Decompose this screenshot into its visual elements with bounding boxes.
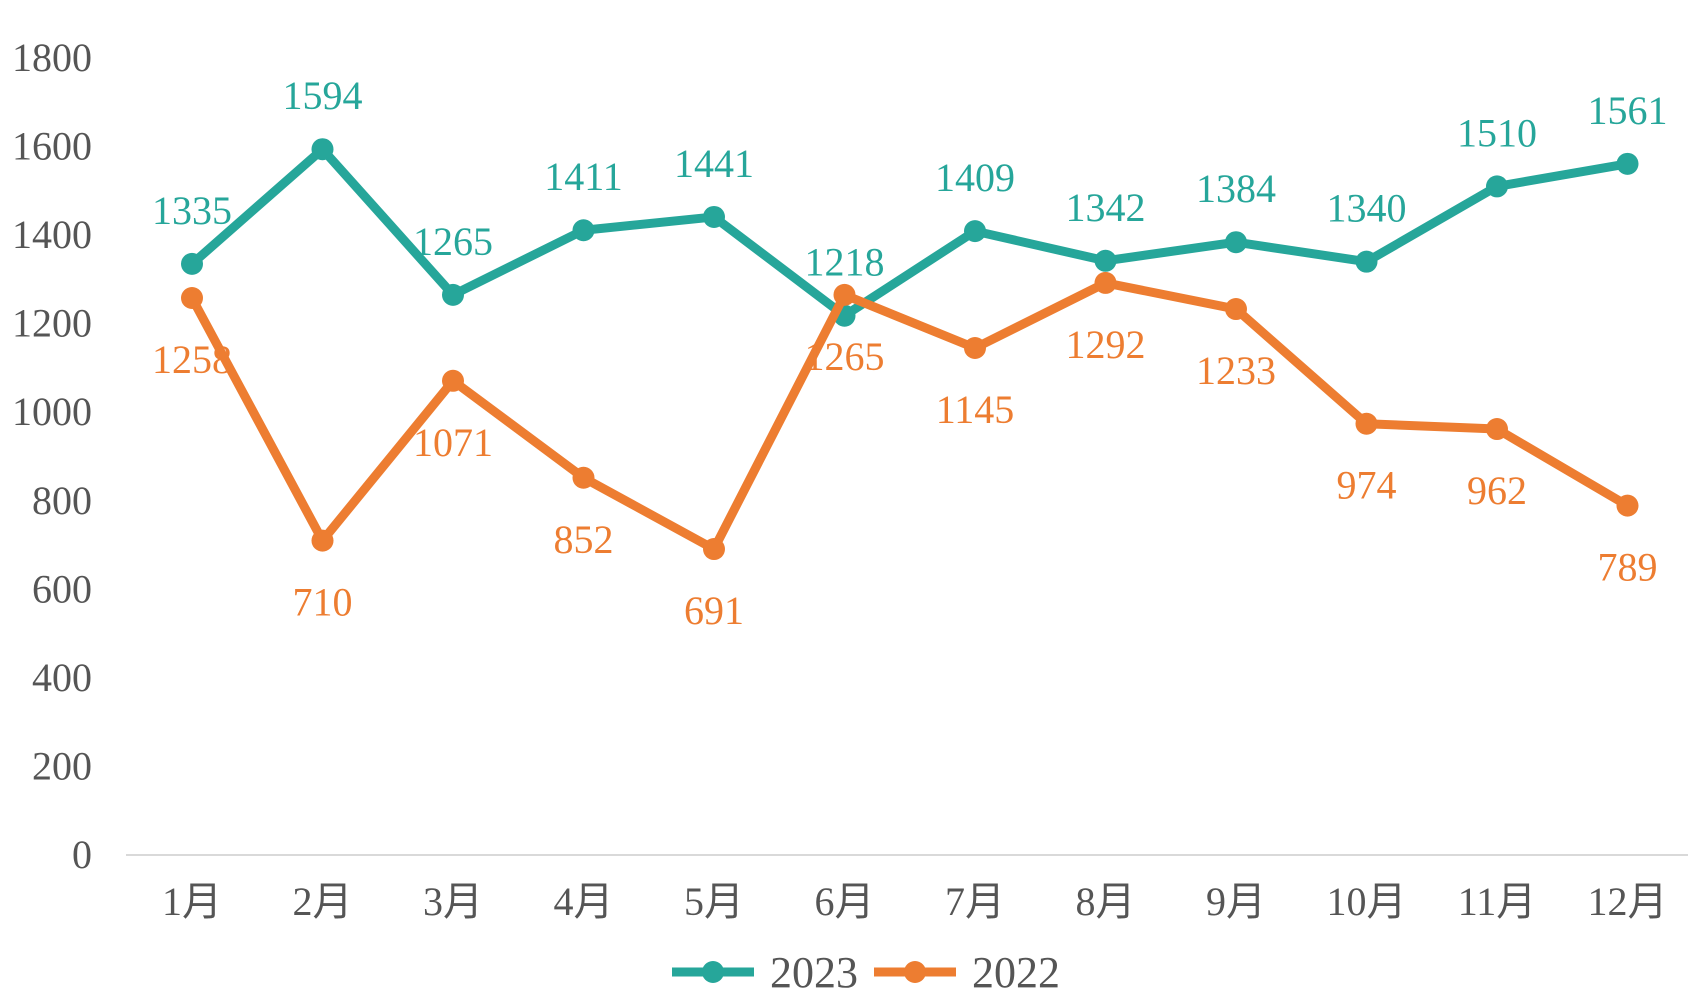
series-2023-point — [1225, 231, 1247, 254]
series-2023-data-label: 1510 — [1457, 110, 1537, 155]
y-tick-label: 1000 — [12, 389, 92, 434]
y-tick-label: 1600 — [12, 124, 92, 169]
series-2022-point — [1355, 412, 1378, 435]
series-2022-point — [1094, 271, 1117, 294]
series-2022-data-label: 1265 — [805, 334, 885, 379]
series-2022-point — [1225, 298, 1247, 321]
legend: 2023 2022 — [672, 948, 1060, 997]
series-2022-point — [833, 283, 856, 306]
series-2023-data-label: 1411 — [544, 154, 623, 199]
series-2023-data-label: 1218 — [805, 240, 885, 285]
x-tick-label: 6月 — [815, 879, 875, 924]
series-2023-data-label: 1441 — [674, 141, 754, 186]
series-2022-point — [1486, 418, 1508, 441]
series-2022-point — [311, 529, 334, 552]
y-axis: 0 200 400 600 800 1000 1200 1400 1600 1800 — [12, 35, 92, 877]
legend-item-2023: 2023 — [672, 948, 858, 997]
series-2023-point — [703, 205, 725, 228]
series-2023-point — [442, 283, 464, 306]
series-2023-data-label: 1265 — [413, 219, 493, 264]
series-2023-point — [311, 138, 334, 161]
series-2022-data-label: 1258 — [152, 337, 232, 382]
legend-marker — [904, 961, 926, 983]
series-2022-point — [964, 337, 986, 360]
x-tick-label: 7月 — [945, 879, 1005, 924]
series-2023-data-label: 1384 — [1196, 166, 1276, 211]
x-tick-label: 1月 — [162, 879, 222, 924]
series-2022 — [181, 271, 1639, 561]
y-tick-label: 1400 — [12, 212, 92, 257]
y-tick-label: 400 — [32, 655, 92, 700]
x-tick-label: 2月 — [293, 879, 353, 924]
x-axis: 1月 2月 3月 4月 5月 6月 7月 8月 9月 10月 11月 12月 — [162, 879, 1668, 924]
series-2023-data-label: 1340 — [1327, 186, 1407, 231]
x-tick-label: 5月 — [684, 879, 744, 924]
series-2023-point — [1616, 152, 1639, 175]
series-2023-data-label: 1594 — [283, 73, 363, 118]
series-2022-point — [1616, 494, 1639, 517]
series-2023-point — [181, 252, 203, 275]
y-tick-label: 600 — [32, 566, 92, 611]
x-tick-label: 9月 — [1206, 879, 1266, 924]
x-tick-label: 10月 — [1327, 879, 1407, 924]
series-2022-data-label: 852 — [554, 517, 614, 562]
series-2022-data-label: 691 — [684, 588, 744, 633]
series-2023-point — [572, 219, 595, 242]
series-2023-point — [1486, 175, 1508, 198]
series-2023-data-label: 1342 — [1066, 185, 1146, 230]
series-2023-point — [964, 220, 986, 243]
series-2023-point — [1094, 249, 1117, 272]
series-layer — [181, 138, 1639, 561]
series-2023-data-label: 1335 — [152, 188, 232, 233]
x-tick-label: 3月 — [423, 879, 483, 924]
series-2022-data-label: 1292 — [1066, 322, 1146, 367]
series-2022-point — [442, 369, 464, 392]
series-2022-data-label: 789 — [1598, 545, 1658, 590]
series-2022-data-label: 1145 — [936, 387, 1015, 432]
series-2023-point — [1355, 250, 1378, 273]
series-2022-line — [187, 278, 1632, 554]
series-2023-line — [187, 144, 1632, 321]
series-2023-data-label: 1409 — [935, 155, 1015, 200]
series-2022-point — [181, 286, 203, 309]
x-tick-label: 8月 — [1076, 879, 1136, 924]
y-tick-label: 1800 — [12, 35, 92, 80]
y-tick-label: 0 — [72, 832, 92, 877]
series-2022-point — [572, 466, 595, 489]
x-tick-label: 11月 — [1458, 879, 1537, 924]
series-2022-data-label: 1233 — [1196, 348, 1276, 393]
x-tick-label: 12月 — [1588, 879, 1668, 924]
legend-item-2022: 2022 — [874, 948, 1060, 997]
series-2022-data-label: 974 — [1337, 463, 1397, 508]
series-2023-data-label: 1561 — [1588, 88, 1668, 133]
series-2023 — [181, 138, 1639, 327]
data-label-layer: 1335 1594 1265 1411 1441 1218 1409 1342 1384 1340… — [152, 73, 1668, 633]
y-tick-label: 800 — [32, 478, 92, 523]
series-2022-data-label: 1071 — [413, 420, 493, 465]
legend-marker — [702, 961, 724, 983]
y-tick-label: 200 — [32, 743, 92, 788]
series-2022-data-label: 710 — [293, 580, 353, 625]
series-2022-data-label: 962 — [1467, 468, 1527, 513]
series-2022-point — [703, 538, 725, 561]
y-tick-label: 1200 — [12, 301, 92, 346]
legend-label: 2022 — [972, 948, 1060, 997]
legend-label: 2023 — [770, 948, 858, 997]
x-tick-label: 4月 — [554, 879, 614, 924]
